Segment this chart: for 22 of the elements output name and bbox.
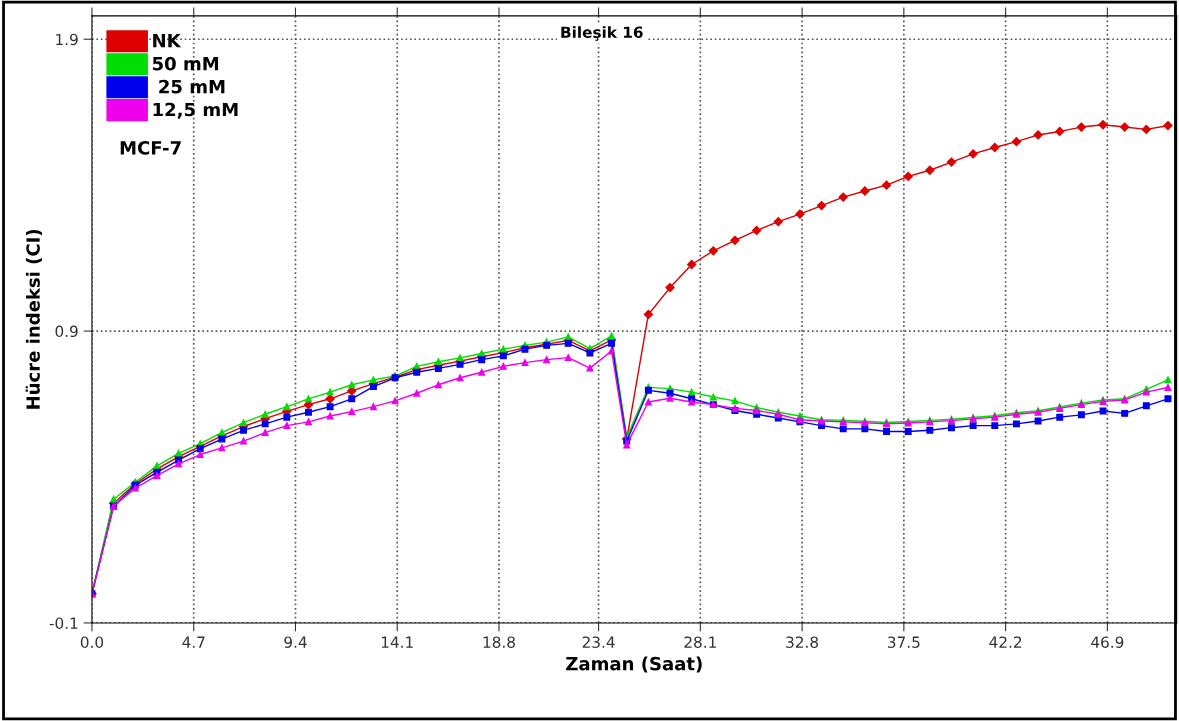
- x-axis-title: Zaman (Saat): [566, 656, 702, 673]
- y-axis-title: Hücre indeksi (CI): [25, 229, 43, 409]
- legend-label: 25 mM: [159, 79, 225, 94]
- x-tick-label: 42.2: [989, 636, 1022, 648]
- x-tick-label: 14.1: [381, 636, 413, 648]
- x-tick-label: 9.4: [284, 636, 307, 648]
- y-tick-label: 0.9: [55, 325, 78, 338]
- x-tick-label: 23.4: [582, 636, 615, 648]
- legend-label: NK: [153, 34, 182, 48]
- legend-label: 12,5 mM: [153, 102, 238, 119]
- x-tick-label: 28.1: [684, 636, 716, 648]
- x-tick-label: 32.8: [786, 636, 819, 648]
- legend-label: 50 mM: [152, 56, 219, 71]
- annotation: MCF-7: [120, 141, 181, 155]
- x-tick-label: 4.7: [182, 636, 205, 648]
- x-tick-label: 46.9: [1091, 636, 1124, 648]
- x-tick-label: 18.8: [483, 636, 515, 648]
- x-tick-label: 37.5: [888, 636, 920, 648]
- y-tick-label: -0.1: [49, 617, 78, 629]
- text: Bileşik 16: [561, 26, 643, 41]
- x-tick-label: 0.0: [80, 636, 104, 648]
- y-tick-label: 1.9: [56, 33, 78, 46]
